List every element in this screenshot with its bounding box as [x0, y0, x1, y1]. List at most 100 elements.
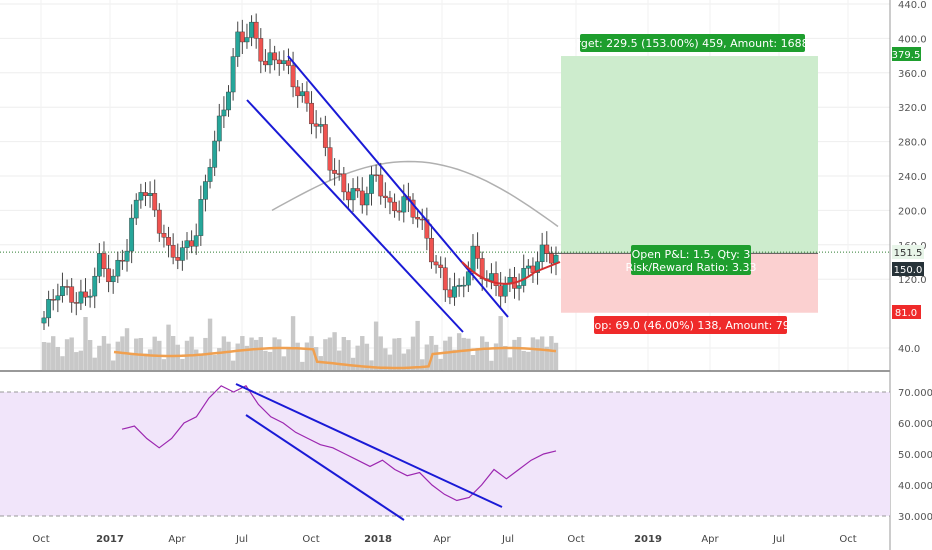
- volume-bar: [530, 337, 536, 370]
- candle-body: [83, 291, 88, 298]
- time-tick-label: Jul: [772, 534, 785, 545]
- candle-body: [332, 169, 337, 174]
- pnl-label: Open P&L: 1.5, Qty: 3: [632, 248, 751, 261]
- candle-body: [78, 291, 84, 304]
- candle-body: [193, 235, 199, 247]
- volume-bar: [466, 338, 471, 370]
- candle-body: [433, 261, 439, 266]
- candle-body: [120, 259, 125, 262]
- candle-body: [392, 201, 397, 212]
- stop-badge[interactable]: [594, 316, 787, 334]
- candle-body: [152, 193, 158, 211]
- rsi-tick-label: 70.0000: [898, 388, 932, 399]
- time-tick-label: Oct: [567, 534, 584, 545]
- rsi-channel-lower-line[interactable]: [245, 414, 405, 521]
- volume-bar: [286, 346, 291, 370]
- volume-bar: [249, 337, 254, 370]
- candle-body: [221, 109, 227, 117]
- candle-body: [207, 167, 213, 182]
- candle-body: [401, 196, 407, 213]
- candle-body: [129, 217, 135, 252]
- candle-body: [212, 140, 218, 168]
- volume-bar: [69, 337, 74, 370]
- volume-bar: [424, 344, 430, 370]
- volume-bar: [300, 361, 305, 370]
- volume-bar: [198, 353, 204, 370]
- time-tick-label: 2018: [364, 534, 392, 545]
- candle-body: [535, 261, 540, 273]
- volume-bar: [420, 359, 425, 370]
- volume-bar: [401, 353, 406, 370]
- volume-bar: [189, 336, 194, 370]
- price-tick-label: 360.0: [898, 69, 927, 80]
- target-badge[interactable]: [580, 34, 805, 52]
- channel-upper-line[interactable]: [287, 55, 509, 318]
- candle-body: [452, 286, 457, 298]
- volume-bar: [281, 356, 287, 370]
- volume-bar: [217, 348, 222, 370]
- volume-bar: [516, 337, 522, 370]
- volume-bar: [507, 357, 513, 370]
- volume-bar: [124, 328, 130, 370]
- candle-body: [106, 268, 111, 283]
- price-tick-label: 400.0: [898, 34, 927, 45]
- time-tick-label: Oct: [839, 534, 856, 545]
- volume-bar: [258, 337, 263, 370]
- candle-body: [92, 275, 98, 297]
- volume-bar: [539, 336, 545, 370]
- candle-body: [216, 115, 222, 142]
- rsi-channel-upper-line[interactable]: [235, 383, 503, 508]
- time-tick-label: 2019: [634, 534, 662, 545]
- volume-bar: [147, 349, 153, 370]
- volume-bar: [396, 338, 402, 370]
- candle-body: [156, 209, 162, 234]
- volume-bar: [106, 343, 111, 370]
- volume-bar: [244, 345, 250, 370]
- candle-body: [456, 284, 462, 287]
- candle-body: [304, 91, 310, 104]
- price-tick-label: 280.0: [898, 138, 927, 149]
- candle-body: [46, 299, 52, 319]
- time-tick-label: Jul: [501, 534, 514, 545]
- profit-zone: [561, 56, 818, 254]
- channel-lower-line[interactable]: [246, 99, 464, 333]
- candle-body: [96, 253, 102, 277]
- candle-body: [350, 188, 356, 201]
- position-zones[interactable]: [0, 56, 890, 313]
- volume-bar: [161, 359, 167, 370]
- rsi-channel[interactable]: [235, 383, 503, 521]
- candle-body: [475, 245, 480, 259]
- volume-bars: [41, 316, 559, 370]
- volume-bar: [406, 349, 411, 370]
- volume-bar: [290, 316, 296, 370]
- candle-body: [147, 193, 153, 196]
- rounding-bottom-curve: [461, 261, 561, 285]
- candle-body: [115, 259, 121, 277]
- candle-body: [244, 37, 250, 43]
- pnl-badge[interactable]: [631, 245, 751, 275]
- volume-bar: [41, 342, 47, 370]
- candle-body: [110, 275, 116, 283]
- downtrend-channel[interactable]: [246, 55, 509, 333]
- volume-bar: [337, 350, 342, 370]
- volume-bar: [64, 339, 70, 370]
- candle-body: [336, 173, 342, 175]
- candle-body: [253, 21, 259, 39]
- entry-price-text: 150.0: [894, 265, 923, 276]
- candle-body: [318, 124, 324, 127]
- target-label: Target: 229.5 (153.00%) 459, Amount: 168…: [564, 37, 819, 50]
- volume-bar: [443, 340, 448, 370]
- candle-body: [175, 257, 181, 261]
- volume-bar: [166, 324, 171, 370]
- volume-bar: [452, 349, 457, 370]
- candle-body: [226, 91, 231, 111]
- candle-body: [258, 38, 264, 62]
- volume-bar: [175, 344, 180, 370]
- candle-body: [73, 302, 79, 304]
- candle-body: [295, 86, 301, 97]
- candle-body: [461, 284, 467, 287]
- candle-body: [281, 60, 287, 64]
- volume-bar: [415, 320, 420, 370]
- candle-body: [489, 273, 494, 281]
